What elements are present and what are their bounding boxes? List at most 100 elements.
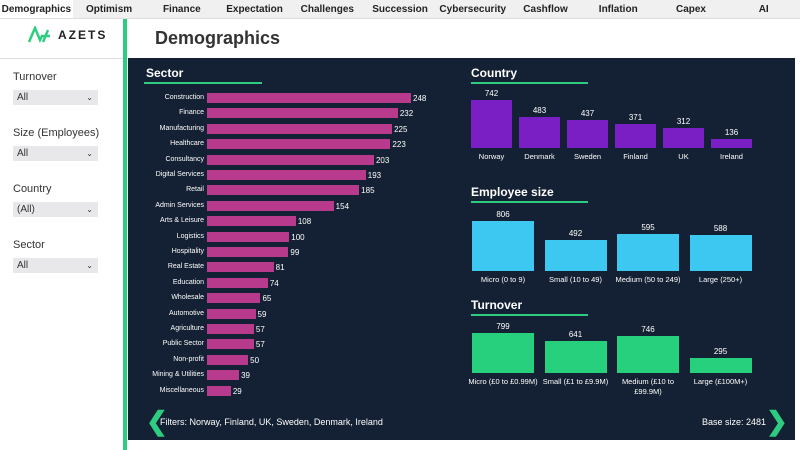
logo-text: AZETS: [58, 28, 108, 42]
country-bar: [519, 116, 560, 148]
sector-value: 39: [241, 371, 250, 381]
country-label: Denmark: [524, 152, 555, 161]
sector-bar: [207, 231, 290, 242]
sector-bar: [207, 154, 374, 165]
sector-underline: [144, 82, 262, 84]
country-value: 483: [532, 105, 547, 115]
turnover-underline: [471, 314, 588, 316]
sector-title: Sector: [146, 66, 184, 80]
country-bar: [567, 119, 608, 148]
turnover-label: Medium (£10 to £99.9M): [621, 377, 675, 396]
chevron-down-icon: ⌄: [86, 93, 93, 102]
country-label: UK: [678, 152, 689, 161]
sector-bar: [207, 200, 334, 211]
tab-capex[interactable]: Capex: [675, 4, 706, 15]
turnover-bar: [617, 335, 679, 373]
sector-bar: [207, 247, 289, 257]
sector-label: Healthcare: [170, 140, 204, 148]
sector-bar: [207, 262, 274, 273]
turnover-title: Turnover: [471, 298, 523, 312]
turnover-bar: [472, 333, 534, 373]
tab-cashflow[interactable]: Cashflow: [523, 4, 568, 15]
sector-label: Manufacturing: [159, 124, 204, 132]
sector-bar: [207, 277, 268, 288]
previous-arrow-icon[interactable]: ❮: [146, 406, 168, 436]
country-bar: [711, 139, 752, 148]
country-bar: [663, 127, 704, 148]
sector-value: 99: [290, 248, 300, 257]
sector-value: 232: [399, 109, 414, 119]
country-value: 312: [676, 116, 691, 126]
country-value: 437: [580, 108, 595, 118]
sector-label: Education: [172, 278, 204, 286]
sector-label: Hospitality: [171, 248, 204, 255]
sector-value: 65: [262, 294, 272, 304]
tab-inflation[interactable]: Inflation: [598, 4, 638, 15]
tab-succession[interactable]: Succession: [372, 4, 428, 15]
sector-value: 29: [232, 386, 242, 396]
filter-value: (All): [17, 204, 35, 215]
sector-bar: [207, 354, 249, 365]
sector-bar: [207, 324, 254, 334]
filter-select-turnover[interactable]: All ⌄: [13, 90, 98, 105]
filter-select-country[interactable]: (All) ⌄: [13, 202, 98, 217]
sector-value: 193: [367, 171, 382, 180]
filter-value: All: [17, 260, 29, 271]
tab-challenges[interactable]: Challenges: [300, 4, 354, 15]
sector-value: 57: [255, 340, 265, 350]
filter-label-2: Country: [13, 183, 52, 195]
tab-optimism[interactable]: Optimism: [86, 4, 133, 15]
tab-cybersecurity[interactable]: Cybersecurity: [439, 4, 507, 15]
sector-label: Finance: [179, 109, 204, 117]
sector-label: Public Sector: [162, 340, 204, 348]
sector-label: Agriculture: [170, 325, 204, 332]
sector-label: Miscellaneous: [159, 386, 204, 394]
base-size: Base size: 2481: [702, 417, 767, 427]
tab-bar: Demographics Optimism Finance Expectation Ch…: [0, 0, 800, 19]
sector-label: Consultancy: [165, 155, 204, 163]
chevron-down-icon: ⌄: [86, 205, 93, 214]
sector-value: 225: [394, 124, 408, 134]
sector-value: 50: [250, 355, 260, 365]
dashboard-panel: Sector Country Employee size Turnover ❮ …: [128, 58, 795, 440]
sector-label: Non-profit: [173, 355, 204, 363]
sector-value: 154: [335, 201, 350, 211]
turnover-value: 641: [568, 329, 583, 339]
sector-label: Real Estate: [167, 263, 204, 271]
filter-label-1: Size (Employees): [13, 127, 100, 139]
sector-value: 100: [291, 232, 305, 242]
filter-select-size-employees-[interactable]: All ⌄: [13, 146, 98, 161]
chevron-down-icon: ⌄: [86, 261, 93, 270]
filter-label-0: Turnover: [13, 71, 57, 83]
sector-bar: [207, 308, 256, 319]
tab-finance[interactable]: Finance: [162, 4, 201, 15]
sector-label: Admin Services: [155, 201, 204, 209]
accent-divider: [123, 19, 127, 450]
tab-ai[interactable]: AI: [758, 4, 769, 15]
sector-value: 108: [297, 217, 312, 227]
country-value: 371: [628, 113, 643, 122]
tab-demographics[interactable]: Demographics: [0, 0, 73, 18]
sector-value: 185: [361, 186, 375, 196]
sector-value: 74: [269, 278, 279, 288]
sector-bar: [207, 123, 393, 134]
sector-bar: [207, 185, 360, 196]
sector-label: Arts & Leisure: [160, 217, 204, 225]
employee-underline: [471, 201, 588, 203]
country-label: Norway: [478, 152, 505, 161]
country-label: Ireland: [720, 152, 743, 161]
employee-label: Medium (50 to 249): [615, 275, 681, 284]
next-arrow-icon[interactable]: ❯: [766, 406, 788, 436]
filters-summary: Filters: Norway, Finland, UK, Sweden, De…: [160, 417, 383, 427]
sector-label: Automotive: [168, 309, 204, 317]
turnover-bar: [689, 358, 752, 373]
sector-bar: [207, 93, 411, 103]
country-bar: [615, 124, 656, 148]
sector-label: Wholesale: [171, 294, 204, 302]
filter-select-sector[interactable]: All ⌄: [13, 258, 98, 273]
sector-bar: [207, 370, 240, 381]
tab-expectation[interactable]: Expectation: [226, 4, 283, 15]
sector-value: 223: [392, 140, 406, 150]
sector-label: Mining & Utilities: [152, 371, 204, 379]
turnover-value: 799: [496, 322, 510, 331]
